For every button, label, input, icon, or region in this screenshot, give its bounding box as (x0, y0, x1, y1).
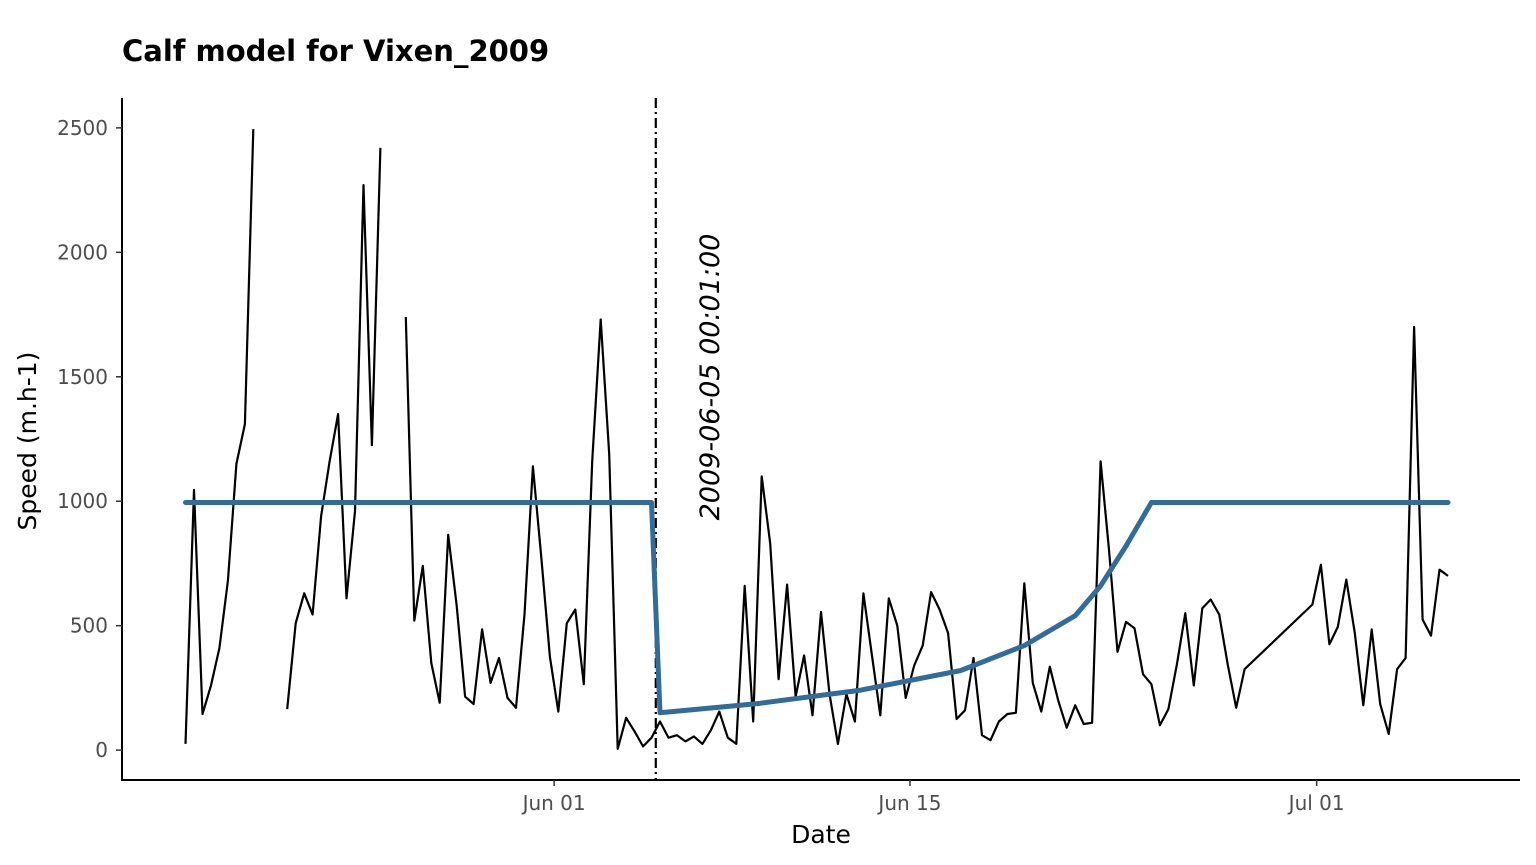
y-ticks: 0 500 1000 1500 2000 2500 (57, 116, 122, 762)
y-tick-label: 1500 (57, 365, 108, 389)
chart-title: Calf model for Vixen_2009 (122, 34, 550, 68)
x-tick-label: Jun 01 (521, 791, 586, 815)
series-layer (183, 129, 1451, 750)
series-line-observed-speed (184, 129, 1449, 750)
y-axis-title: Speed (m.h-1) (13, 352, 42, 531)
x-tick-label: Jul 01 (1287, 791, 1345, 815)
y-tick-label: 2500 (57, 116, 108, 140)
x-axis-title: Date (791, 820, 851, 849)
x-ticks: Jun 01 Jun 15 Jul 01 (521, 780, 1345, 815)
y-tick-label: 500 (70, 614, 108, 638)
series-line-model-fit (183, 500, 1451, 716)
y-tick-label: 1000 (57, 489, 108, 513)
x-tick-label: Jun 15 (876, 791, 941, 815)
change-point-label: 2009-06-05 00:01:00 (695, 234, 726, 521)
y-tick-label: 0 (95, 738, 108, 762)
axes (121, 98, 1520, 781)
y-tick-label: 2000 (57, 240, 108, 264)
